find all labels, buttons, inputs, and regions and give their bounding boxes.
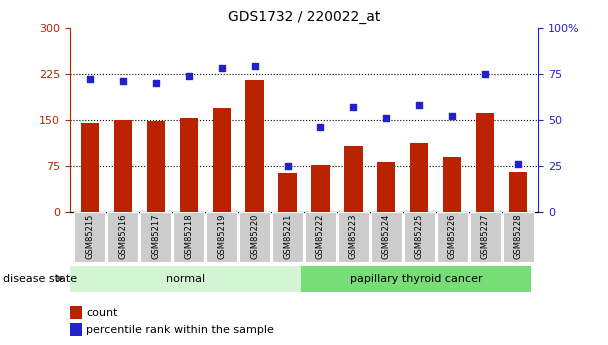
Text: papillary thyroid cancer: papillary thyroid cancer: [350, 274, 482, 284]
Text: percentile rank within the sample: percentile rank within the sample: [86, 325, 274, 335]
Bar: [246, 80, 264, 212]
Text: GSM85226: GSM85226: [448, 214, 457, 259]
Text: GDS1732 / 220022_at: GDS1732 / 220022_at: [228, 10, 380, 24]
Bar: [410, 143, 429, 212]
Bar: [344, 146, 362, 212]
Bar: [378, 162, 395, 212]
Text: GSM85220: GSM85220: [250, 214, 259, 259]
Bar: [469, 212, 501, 262]
Text: GSM85228: GSM85228: [514, 214, 523, 259]
Bar: [107, 212, 139, 262]
Point: [184, 73, 193, 78]
Bar: [510, 172, 527, 212]
Point: [250, 63, 260, 69]
Bar: [239, 212, 270, 262]
Bar: [311, 165, 330, 212]
Bar: [272, 212, 303, 262]
Bar: [503, 212, 534, 262]
Bar: [147, 121, 165, 212]
Bar: [371, 212, 402, 262]
Bar: [70, 266, 301, 292]
Bar: [206, 212, 237, 262]
Bar: [305, 212, 336, 262]
Bar: [443, 157, 461, 212]
Bar: [114, 120, 132, 212]
Point: [151, 80, 161, 86]
Bar: [404, 212, 435, 262]
Point: [216, 66, 226, 71]
Bar: [70, 306, 81, 319]
Point: [415, 102, 424, 108]
Bar: [70, 323, 81, 336]
Bar: [81, 123, 98, 212]
Bar: [278, 174, 297, 212]
Text: GSM85215: GSM85215: [85, 214, 94, 259]
Point: [480, 71, 490, 77]
Bar: [140, 212, 171, 262]
Text: GSM85222: GSM85222: [316, 214, 325, 259]
Point: [447, 114, 457, 119]
Bar: [476, 112, 494, 212]
Text: GSM85221: GSM85221: [283, 214, 292, 259]
Text: disease state: disease state: [3, 274, 77, 284]
Text: GSM85216: GSM85216: [118, 214, 127, 259]
Point: [85, 77, 95, 82]
Point: [283, 163, 292, 169]
Point: [118, 78, 128, 84]
Bar: [338, 212, 369, 262]
Text: GSM85225: GSM85225: [415, 214, 424, 259]
Bar: [179, 118, 198, 212]
Bar: [213, 108, 230, 212]
Text: GSM85227: GSM85227: [481, 214, 490, 259]
Text: GSM85223: GSM85223: [349, 214, 358, 259]
Point: [513, 161, 523, 167]
Text: GSM85224: GSM85224: [382, 214, 391, 259]
Point: [316, 125, 325, 130]
Bar: [74, 212, 105, 262]
Text: GSM85219: GSM85219: [217, 214, 226, 259]
Text: normal: normal: [166, 274, 205, 284]
Text: GSM85217: GSM85217: [151, 214, 160, 259]
Text: GSM85218: GSM85218: [184, 214, 193, 259]
Bar: [173, 212, 204, 262]
Bar: [437, 212, 468, 262]
Point: [348, 104, 358, 110]
Text: count: count: [86, 308, 118, 317]
Point: [382, 115, 392, 121]
Bar: [301, 266, 531, 292]
